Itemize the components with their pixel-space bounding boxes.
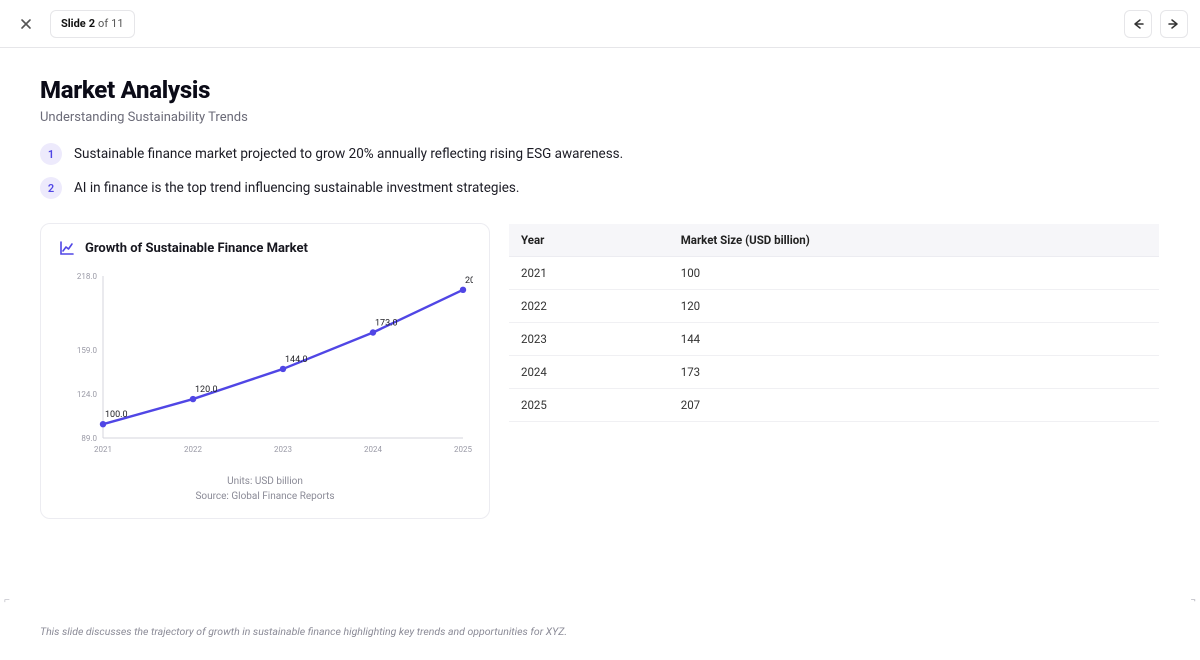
table-cell: 207 [669,389,1159,422]
data-table-container: Year Market Size (USD billion) 202110020… [508,223,1160,423]
arrow-right-icon [1167,18,1181,30]
svg-text:159.0: 159.0 [77,346,98,355]
table-row: 2022120 [509,290,1159,323]
chart-card: Growth of Sustainable Finance Market 89.… [40,223,490,519]
prev-slide-button[interactable] [1124,10,1152,38]
market-size-table: Year Market Size (USD billion) 202110020… [509,224,1159,422]
line-chart-icon [59,240,75,256]
table-cell: 2025 [509,389,669,422]
svg-text:173.0: 173.0 [375,319,398,329]
bullet-text: Sustainable finance market projected to … [74,146,623,162]
slide-canvas: Market Analysis Understanding Sustainabi… [0,48,1200,660]
table-cell: 120 [669,290,1159,323]
slide-of-word: of [98,17,108,30]
svg-text:2025: 2025 [454,445,472,454]
toolbar-right [1124,10,1188,38]
chart-units-label: Units: USD billion [59,474,471,489]
svg-text:2024: 2024 [364,445,382,454]
chart-footer: Units: USD billion Source: Global Financ… [59,474,471,504]
close-button[interactable] [12,10,40,38]
svg-text:100.0: 100.0 [105,410,128,420]
slide-current: 2 [89,17,95,30]
bullet-text: AI in finance is the top trend influenci… [74,180,519,196]
slide-total: 11 [111,17,123,30]
table-cell: 144 [669,323,1159,356]
bullet-points: 1 Sustainable finance market projected t… [40,143,1160,199]
table-row: 2023144 [509,323,1159,356]
table-row: 2024173 [509,356,1159,389]
page-title: Market Analysis [40,76,1160,104]
svg-text:124.0: 124.0 [77,390,98,399]
svg-text:144.0: 144.0 [285,355,308,365]
table-cell: 2024 [509,356,669,389]
speaker-note: This slide discusses the trajectory of g… [40,625,1160,638]
svg-text:89.0: 89.0 [81,434,97,443]
chart-title: Growth of Sustainable Finance Market [85,241,308,256]
toolbar-left: Slide 2 of 11 [12,10,135,38]
slide-indicator[interactable]: Slide 2 of 11 [50,10,135,38]
slide-label-prefix: Slide [61,17,86,30]
table-cell: 173 [669,356,1159,389]
next-slide-button[interactable] [1160,10,1188,38]
resize-handle-br[interactable]: ¬ [1190,595,1196,606]
svg-text:218.0: 218.0 [77,272,98,281]
bullet-point: 2 AI in finance is the top trend influen… [40,177,1160,199]
table-cell: 2021 [509,257,669,290]
growth-line-chart: 89.0 124.0 159.0 218.0 2021 2022 2023 2024 2025 1… [59,262,473,462]
bullet-badge: 1 [40,143,62,165]
page-subtitle: Understanding Sustainability Trends [40,110,1160,125]
content-row: Growth of Sustainable Finance Market 89.… [40,223,1160,519]
svg-text:120.0: 120.0 [195,385,218,395]
chart-source-label: Source: Global Finance Reports [59,489,471,504]
svg-text:2023: 2023 [274,445,292,454]
svg-text:2021: 2021 [94,445,112,454]
table-row: 2025207 [509,389,1159,422]
resize-handle-bl[interactable]: ⌐ [4,595,10,606]
arrow-left-icon [1131,18,1145,30]
chart-area: 89.0 124.0 159.0 218.0 2021 2022 2023 2024 2025 1… [59,262,471,466]
table-row: 2021100 [509,257,1159,290]
svg-text:207.0: 207.0 [465,276,473,286]
close-icon [20,18,32,30]
bullet-badge: 2 [40,177,62,199]
svg-text:2022: 2022 [184,445,202,454]
table-header-size: Market Size (USD billion) [669,224,1159,257]
table-header-year: Year [509,224,669,257]
toolbar: Slide 2 of 11 [0,0,1200,48]
bullet-point: 1 Sustainable finance market projected t… [40,143,1160,165]
chart-header: Growth of Sustainable Finance Market [59,240,471,256]
table-cell: 2022 [509,290,669,323]
table-cell: 100 [669,257,1159,290]
table-cell: 2023 [509,323,669,356]
